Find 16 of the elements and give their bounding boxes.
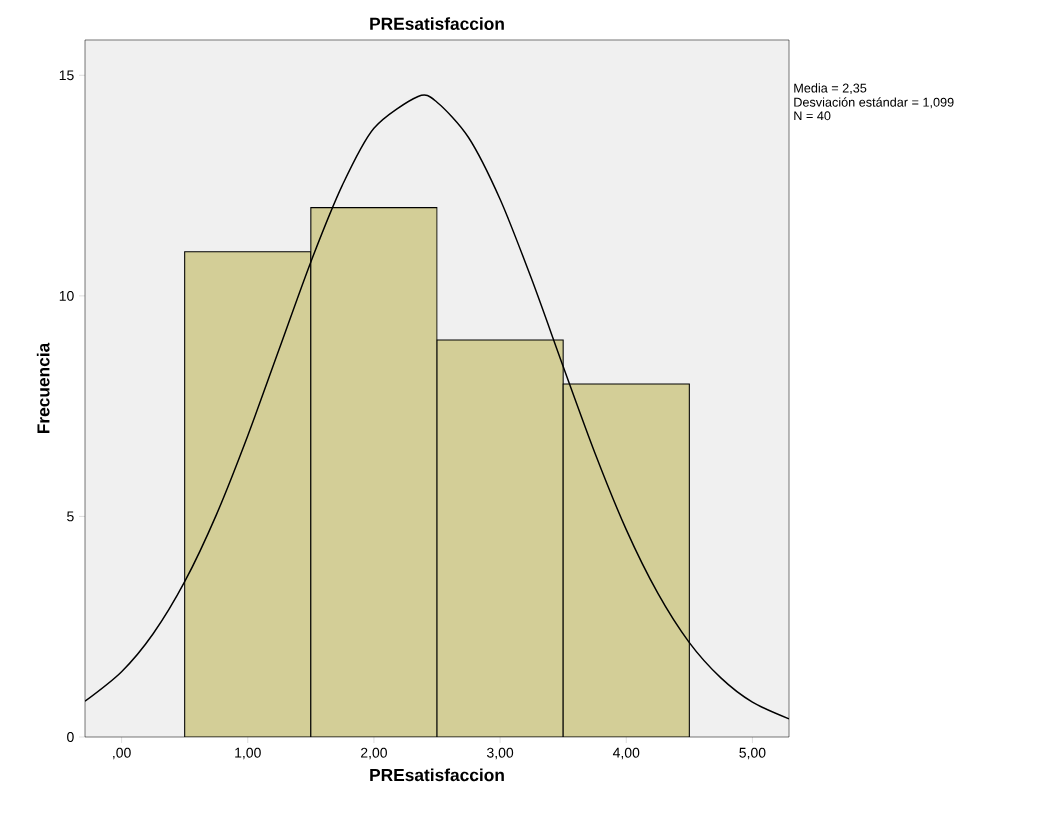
x-tick-label: 2,00 [361,747,387,760]
text: Desviación estándar = 1,099 [794,97,954,109]
x-axis-title: PREsatisfaccion [370,768,504,782]
y-tick-label: 15 [59,70,74,81]
y-tick-label: 5 [67,511,74,522]
x-tick-label: 4,00 [612,747,640,760]
y-tick-label: 10 [59,290,74,301]
x-tick-label: 5,00 [739,747,766,760]
y-tick-label: 0 [67,732,74,742]
chart-title: PREsatisfaccion [370,17,504,30]
x-tick-label: ,00 [113,747,131,760]
x-tick-label: 1,00 [235,747,261,760]
text: Media = 2,35 [794,83,867,95]
y-axis-title: Frecuencia [36,342,50,434]
x-tick-label: 3,00 [486,747,514,760]
text: N = 40 [794,111,831,121]
